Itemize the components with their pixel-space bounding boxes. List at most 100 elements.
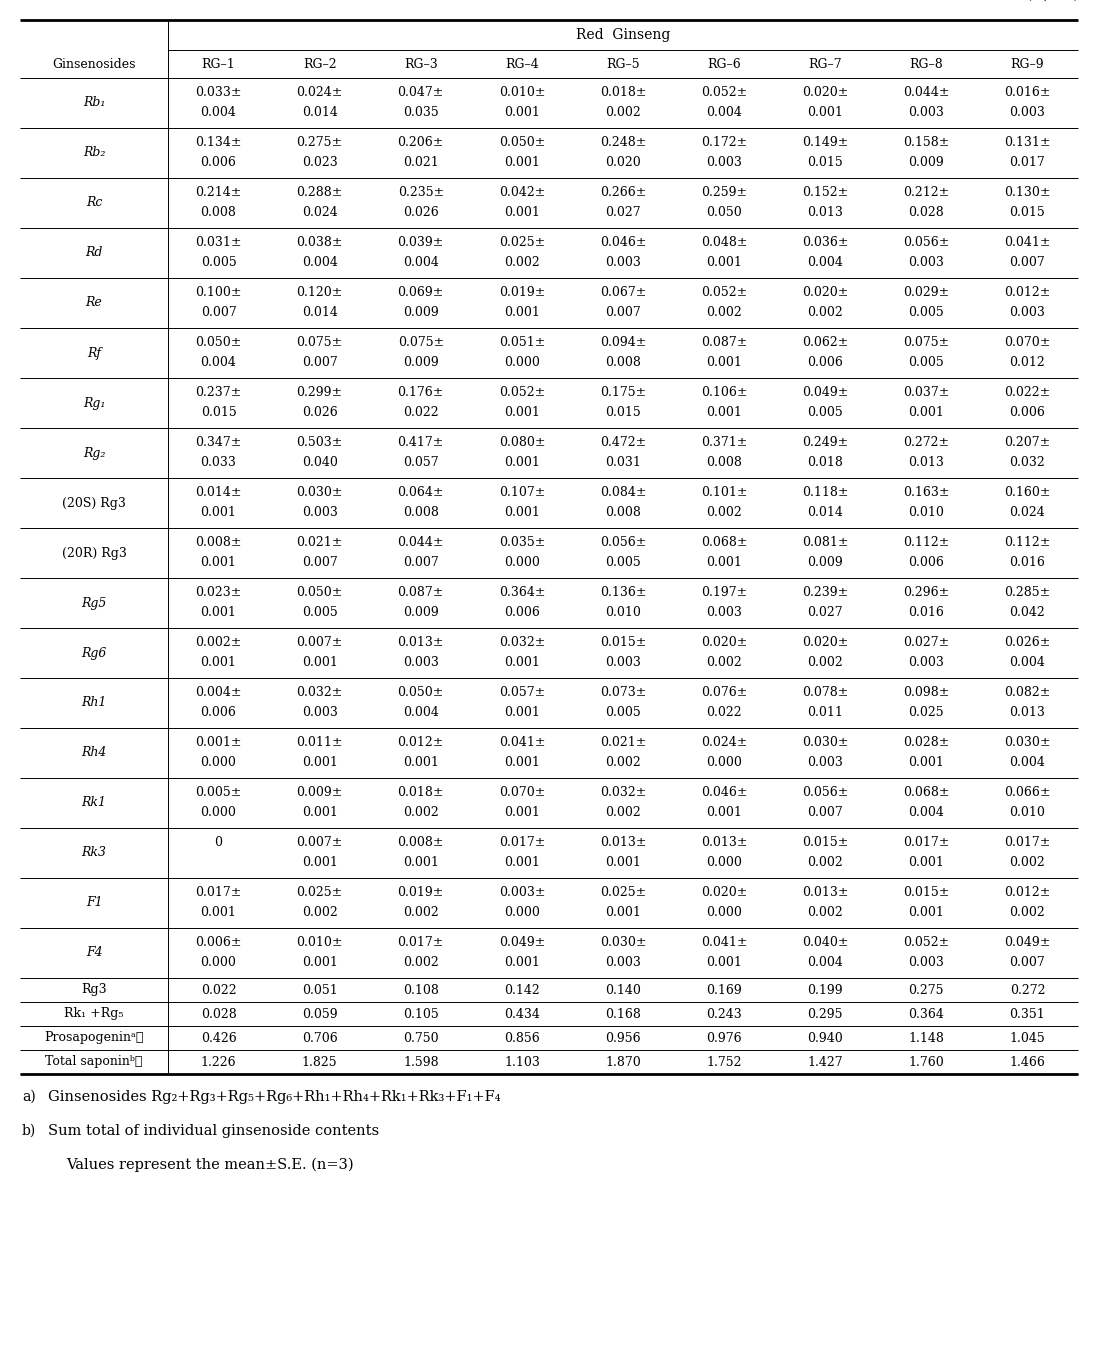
Text: 0.044±: 0.044±: [398, 537, 444, 549]
Text: 0.035±: 0.035±: [499, 537, 545, 549]
Text: Rh1: Rh1: [81, 697, 106, 709]
Text: 0.002: 0.002: [605, 107, 641, 119]
Text: 0.108: 0.108: [403, 984, 438, 997]
Text: 0.417±: 0.417±: [398, 437, 444, 449]
Text: 0.006: 0.006: [808, 356, 843, 369]
Text: 0.013: 0.013: [808, 207, 843, 219]
Text: 0.028: 0.028: [201, 1008, 237, 1020]
Text: 0.000: 0.000: [504, 356, 540, 369]
Text: 0.013: 0.013: [909, 456, 945, 469]
Text: 0.004: 0.004: [808, 257, 843, 269]
Text: 0.003: 0.003: [909, 957, 945, 970]
Text: 0.371±: 0.371±: [701, 437, 747, 449]
Text: 0.003: 0.003: [605, 656, 641, 670]
Text: 0.036±: 0.036±: [802, 237, 848, 249]
Text: 0.000: 0.000: [706, 907, 742, 920]
Text: 0.000: 0.000: [201, 806, 237, 820]
Text: 0.020±: 0.020±: [701, 886, 747, 900]
Text: 0.024: 0.024: [1009, 506, 1046, 520]
Text: 0.004: 0.004: [403, 706, 438, 720]
Text: 0.020±: 0.020±: [802, 87, 848, 100]
Text: 0.008±: 0.008±: [195, 537, 242, 549]
Text: 0.010: 0.010: [909, 506, 945, 520]
Text: 0.048±: 0.048±: [700, 237, 747, 249]
Text: 0.027: 0.027: [808, 606, 843, 620]
Text: Rg5: Rg5: [81, 597, 106, 609]
Text: RG–7: RG–7: [809, 57, 842, 70]
Text: 0.015±: 0.015±: [600, 636, 647, 649]
Text: 0.052±: 0.052±: [701, 87, 747, 100]
Text: 0.299±: 0.299±: [297, 387, 343, 399]
Text: 0.168: 0.168: [605, 1008, 641, 1020]
Text: 0.081±: 0.081±: [802, 537, 848, 549]
Text: 0.976: 0.976: [706, 1031, 742, 1045]
Text: 0.080±: 0.080±: [499, 437, 545, 449]
Text: Rb₁: Rb₁: [83, 96, 105, 110]
Text: 0.040±: 0.040±: [802, 936, 848, 950]
Text: 0.030±: 0.030±: [802, 736, 848, 750]
Text: Ginsenosides: Ginsenosides: [53, 57, 136, 70]
Text: 0.169: 0.169: [706, 984, 742, 997]
Text: 0.013±: 0.013±: [398, 636, 444, 649]
Text: 0.078±: 0.078±: [802, 686, 848, 700]
Text: 0.163±: 0.163±: [903, 487, 949, 499]
Text: Rk3: Rk3: [81, 847, 106, 859]
Text: Rc: Rc: [85, 196, 102, 210]
Text: 0.001: 0.001: [504, 157, 540, 169]
Text: 0.001: 0.001: [808, 107, 843, 119]
Text: 0.024±: 0.024±: [297, 87, 343, 100]
Text: 0.018±: 0.018±: [600, 87, 647, 100]
Text: 0.235±: 0.235±: [398, 187, 444, 199]
Text: 0.001: 0.001: [301, 856, 338, 870]
Text: 0.002: 0.002: [808, 307, 843, 319]
Text: 0.015: 0.015: [201, 406, 237, 419]
Text: 0.027: 0.027: [605, 207, 641, 219]
Text: 0.002: 0.002: [403, 806, 438, 820]
Text: 0.056±: 0.056±: [802, 786, 848, 800]
Text: 0.005: 0.005: [909, 307, 945, 319]
Text: 0.275±: 0.275±: [297, 137, 343, 149]
Text: F4: F4: [85, 947, 102, 959]
Text: 0.000: 0.000: [706, 856, 742, 870]
Text: 0.052±: 0.052±: [701, 287, 747, 299]
Text: 0.002: 0.002: [808, 656, 843, 670]
Text: 0.017±: 0.017±: [499, 836, 545, 850]
Text: 0.032±: 0.032±: [600, 786, 647, 800]
Text: 0.152±: 0.152±: [802, 187, 848, 199]
Text: b): b): [22, 1124, 36, 1138]
Text: 0.008: 0.008: [605, 356, 641, 369]
Text: 0.009±: 0.009±: [297, 786, 343, 800]
Text: 0.037±: 0.037±: [903, 387, 949, 399]
Text: 0.112±: 0.112±: [1004, 537, 1051, 549]
Text: 0.075±: 0.075±: [297, 337, 343, 349]
Text: Values represent the mean±S.E. (n=3): Values represent the mean±S.E. (n=3): [66, 1158, 354, 1173]
Text: 0.214±: 0.214±: [195, 187, 242, 199]
Text: 0.094±: 0.094±: [600, 337, 647, 349]
Text: 1.752: 1.752: [706, 1055, 742, 1069]
Text: 0.001: 0.001: [201, 556, 237, 570]
Text: Rg₂: Rg₂: [83, 446, 105, 460]
Text: 0.005: 0.005: [909, 356, 945, 369]
Text: 0.002: 0.002: [706, 656, 742, 670]
Text: 0.032±: 0.032±: [297, 686, 343, 700]
Text: 0.426: 0.426: [201, 1031, 237, 1045]
Text: 0.017±: 0.017±: [1004, 836, 1051, 850]
Text: 0.001: 0.001: [301, 806, 338, 820]
Text: 0.023±: 0.023±: [195, 586, 242, 599]
Text: 0.007: 0.007: [605, 307, 641, 319]
Text: 0.158±: 0.158±: [903, 137, 949, 149]
Text: 0.007: 0.007: [301, 356, 338, 369]
Text: 0.007: 0.007: [808, 806, 843, 820]
Text: 0.008: 0.008: [605, 506, 641, 520]
Text: 0.026±: 0.026±: [1004, 636, 1051, 649]
Text: 0.272: 0.272: [1009, 984, 1046, 997]
Text: 0.026: 0.026: [301, 406, 338, 419]
Text: F1: F1: [85, 897, 102, 909]
Text: 0.022: 0.022: [706, 706, 742, 720]
Text: 0.266±: 0.266±: [600, 187, 647, 199]
Text: 0.015±: 0.015±: [903, 886, 949, 900]
Text: 0.197±: 0.197±: [701, 586, 747, 599]
Text: 0.028±: 0.028±: [903, 736, 949, 750]
Text: 0.940: 0.940: [808, 1031, 843, 1045]
Text: 0.434: 0.434: [504, 1008, 540, 1020]
